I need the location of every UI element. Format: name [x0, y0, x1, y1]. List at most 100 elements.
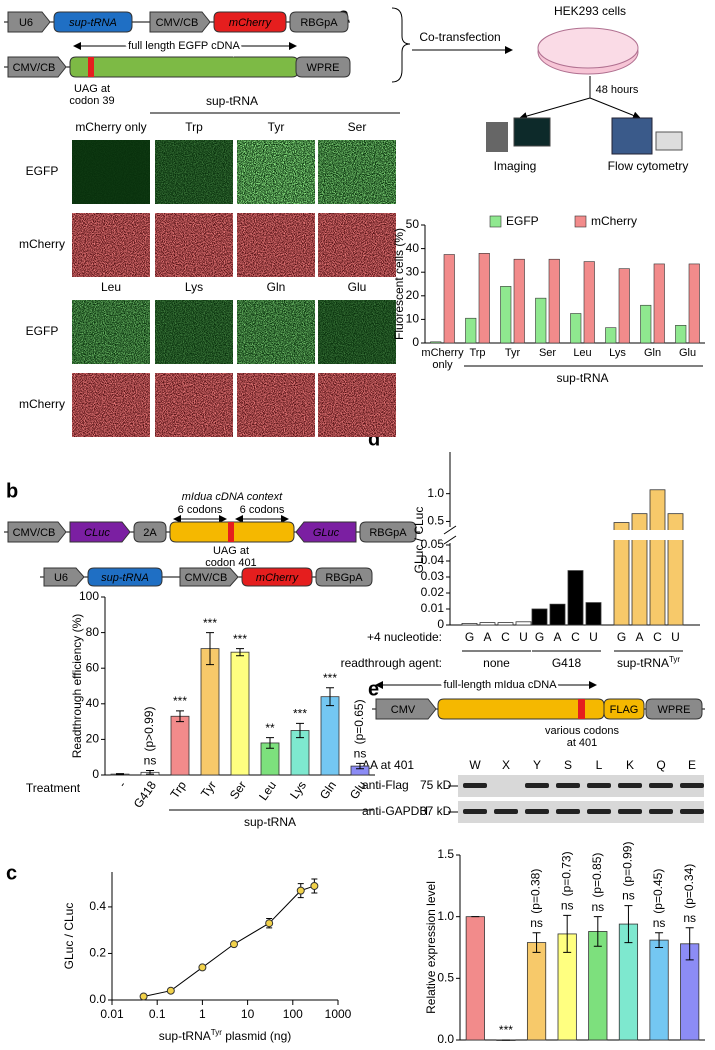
significance: ***	[233, 632, 247, 646]
significance: ns	[530, 916, 543, 930]
x-tick-label: Gln	[644, 347, 661, 359]
error-bar	[593, 916, 602, 947]
bar	[649, 489, 666, 626]
y-tick-label: 10	[406, 312, 420, 326]
construct-label: WPRE	[658, 704, 691, 716]
construct-element	[295, 521, 357, 543]
p-value: (p=0.73)	[559, 851, 573, 896]
y-tick-label: 50	[406, 217, 420, 231]
significance: ns	[622, 889, 635, 903]
construct-label: CMV/CB	[13, 62, 56, 74]
x-tick-label: Trp	[168, 778, 190, 801]
label: various codons	[545, 725, 619, 737]
significance: ***	[293, 707, 307, 721]
construct-element	[213, 11, 287, 33]
x-tick-label: Lys	[609, 347, 626, 359]
group-label: none	[483, 656, 510, 670]
label: 6 codons	[240, 504, 285, 516]
label: sup-tRNA	[206, 94, 258, 108]
bar	[649, 939, 669, 1041]
band	[680, 809, 704, 814]
error-bar	[236, 648, 244, 657]
bar	[500, 286, 512, 344]
p-value: (p=0.38)	[529, 869, 543, 914]
error-bar	[655, 932, 664, 948]
bar	[667, 513, 684, 626]
construct-label: RBGpA	[325, 572, 363, 584]
y-tick-label: 0.02	[421, 585, 445, 599]
bar	[567, 570, 584, 626]
y-tick-label: 80	[86, 625, 100, 639]
label: 6 codons	[178, 504, 223, 516]
error-bar	[624, 905, 633, 944]
label: HEK293 cells	[554, 4, 626, 18]
x-tick-label: C	[653, 630, 662, 644]
lane-label: L	[596, 758, 603, 772]
x-tick-label: -	[115, 779, 129, 790]
y-tick-label: 20	[86, 732, 100, 746]
label: Leu	[101, 280, 121, 294]
construct-element	[375, 698, 437, 720]
micrograph-signal	[237, 300, 315, 364]
x-tick-text: Tyr	[504, 347, 521, 359]
x-tick-label: U	[589, 630, 598, 644]
y-tick-label: 0.03	[421, 569, 445, 583]
x-tick-label: Leu	[256, 779, 279, 803]
significance: ns	[653, 916, 666, 930]
y-tick-label: 0.05	[421, 537, 445, 551]
y-tick-label: 40	[86, 696, 100, 710]
x-tick-text: Lys	[609, 347, 626, 359]
x-tick-label: 10	[241, 1007, 255, 1021]
bar	[430, 341, 442, 344]
construct-label: CMV/CB	[185, 572, 228, 584]
label: 75 kD	[420, 778, 452, 792]
construct-label: CMV/CB	[13, 527, 56, 539]
construct-label: FLAG	[610, 704, 639, 716]
break-mark	[443, 525, 457, 535]
point	[198, 963, 207, 972]
band	[463, 783, 487, 788]
label: Lys	[185, 280, 203, 294]
label-text: plasmid (ng)	[222, 1029, 291, 1043]
micrograph-signal	[72, 373, 150, 437]
point	[296, 886, 305, 895]
y-tick-label: 30	[406, 264, 420, 278]
lane-label: Q	[656, 758, 665, 772]
label: readthrough agent:	[341, 656, 442, 670]
label: mCherry	[19, 397, 65, 411]
error-bar	[532, 932, 541, 953]
construct-label: sup-tRNA	[69, 17, 117, 29]
brace	[391, 7, 411, 83]
band	[525, 809, 549, 814]
point	[166, 986, 175, 995]
legend-swatch	[574, 215, 587, 228]
bar	[605, 327, 617, 344]
construct-label: U6	[54, 572, 68, 584]
y-tick-label: 0.04	[421, 553, 445, 567]
y-tick-label: 0	[437, 617, 444, 631]
x-tick-label: 0.01	[100, 1007, 124, 1021]
bar	[443, 254, 455, 344]
label: Flow cytometry	[608, 159, 689, 173]
construct-element	[7, 56, 67, 78]
significance: **	[265, 721, 275, 735]
x-tick-label: Gln	[317, 779, 339, 802]
bar	[535, 297, 547, 344]
bar	[640, 304, 652, 344]
y-tick-label: 0.0	[89, 992, 106, 1006]
blot	[458, 775, 704, 797]
construct-element	[133, 521, 167, 543]
x-tick-label: U	[519, 630, 528, 644]
legend-swatch	[489, 215, 502, 228]
bar	[531, 608, 548, 626]
p-value: (p=0.99)	[621, 842, 635, 887]
band	[556, 809, 580, 814]
group-label: sup-tRNA	[556, 371, 608, 385]
bar	[461, 623, 478, 626]
lane-label: W	[469, 758, 481, 772]
label: full length EGFP cDNA	[128, 40, 240, 52]
label-sup: Tyr	[669, 655, 680, 664]
x-tick-label: 0.1	[149, 1007, 166, 1021]
bar	[479, 622, 496, 626]
